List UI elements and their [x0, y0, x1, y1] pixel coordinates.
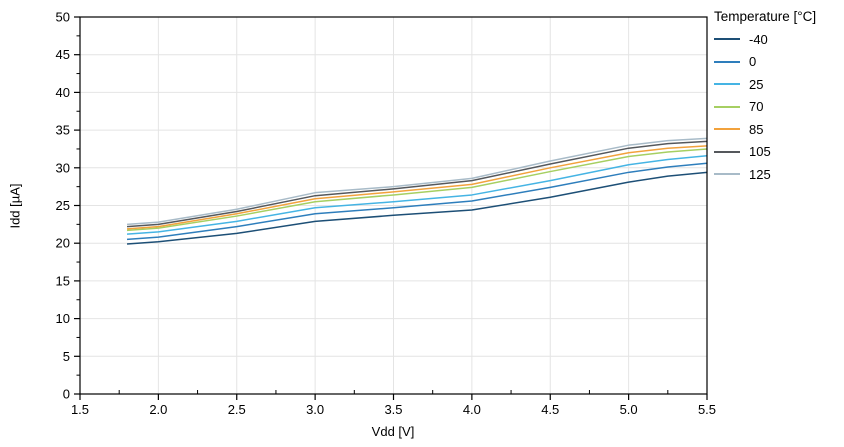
legend-label: 70 — [749, 99, 764, 115]
x-tick-label: 3.5 — [384, 402, 402, 417]
y-axis-title: Idd [µA] — [7, 183, 23, 229]
legend-label: 105 — [749, 144, 771, 160]
legend-item--40: -40 — [714, 28, 816, 51]
legend-item-25: 25 — [714, 73, 816, 96]
y-tick-label: 15 — [56, 273, 70, 288]
y-tick-label: 30 — [56, 160, 70, 175]
x-axis-title: Vdd [V] — [371, 424, 415, 439]
legend-label: 85 — [749, 121, 764, 137]
y-tick-label: 10 — [56, 311, 70, 326]
legend-items: -40 0 25 70 85 105 125 — [714, 28, 816, 186]
series-line--40 — [126, 171, 707, 245]
legend-title: Temperature [°C] — [714, 9, 817, 24]
legend-item-105: 105 — [714, 141, 816, 164]
legend-swatch — [714, 105, 740, 108]
legend-swatch — [714, 38, 740, 41]
legend-label: 125 — [749, 166, 771, 182]
x-tick-label: 5.5 — [698, 402, 716, 417]
legend-label: 25 — [749, 76, 764, 92]
y-tick-label: 35 — [56, 123, 70, 138]
legend-item-70: 70 — [714, 96, 816, 119]
x-tick-label: 3.0 — [306, 402, 324, 417]
series-line-70 — [126, 148, 707, 232]
series-line-85 — [126, 145, 707, 230]
y-tick-label: 0 — [63, 387, 70, 402]
legend-item-85: 85 — [714, 118, 816, 141]
legend-swatch — [714, 173, 740, 176]
x-tick-label: 4.5 — [541, 402, 559, 417]
legend-swatch — [714, 128, 740, 131]
legend-item-0: 0 — [714, 51, 816, 74]
x-tick-label: 5.0 — [620, 402, 638, 417]
series-line-0 — [126, 162, 707, 241]
legend-item-125: 125 — [714, 163, 816, 186]
y-tick-label: 20 — [56, 236, 70, 251]
x-tick-label: 4.0 — [463, 402, 481, 417]
y-tick-label: 5 — [63, 349, 70, 364]
y-tick-label: 45 — [56, 47, 70, 62]
y-tick-label: 50 — [56, 10, 70, 25]
x-tick-label: 2.5 — [228, 402, 246, 417]
legend-swatch — [714, 83, 740, 86]
legend-label: -40 — [749, 31, 768, 47]
legend-swatch — [714, 60, 740, 63]
legend-swatch — [714, 150, 740, 153]
series-line-25 — [126, 154, 707, 235]
y-tick-label: 40 — [56, 85, 70, 100]
series-line-125 — [126, 137, 707, 226]
series-line-105 — [126, 140, 707, 228]
x-tick-label: 1.5 — [71, 402, 89, 417]
x-tick-label: 2.0 — [149, 402, 167, 417]
y-tick-label: 25 — [56, 198, 70, 213]
legend: Temperature [°C] -40 0 25 70 85 105 125 — [714, 6, 816, 186]
legend-label: 0 — [749, 54, 757, 70]
